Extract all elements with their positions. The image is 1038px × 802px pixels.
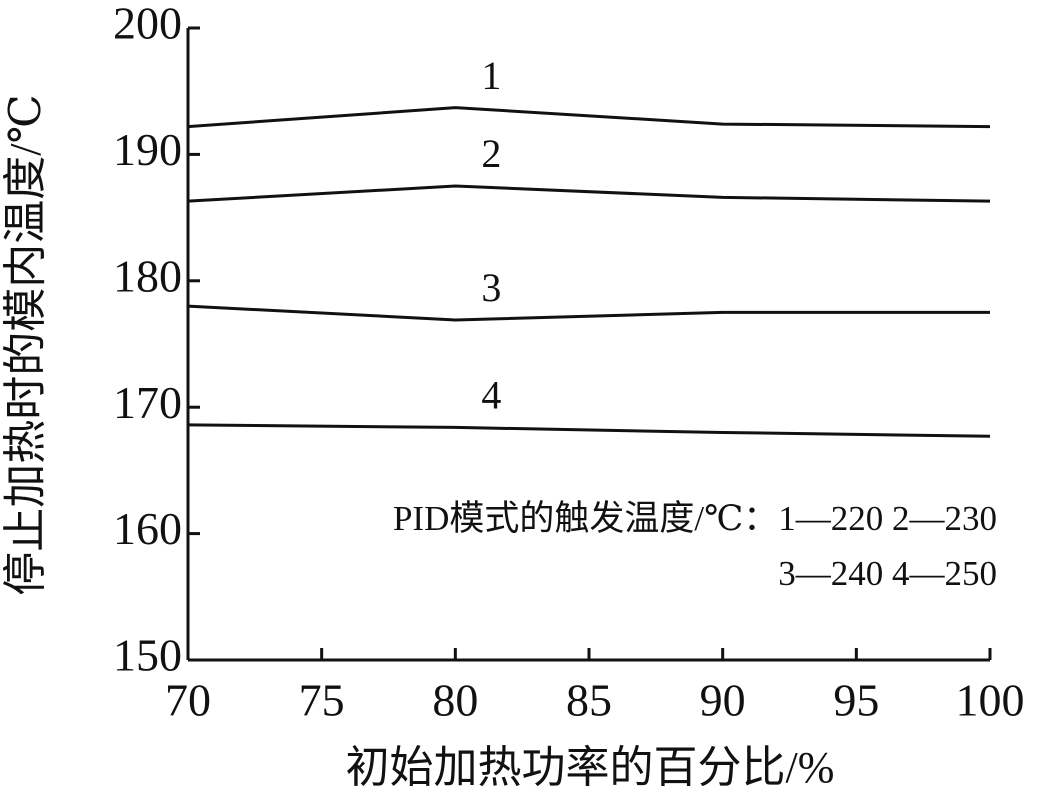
y-tick-label: 160 xyxy=(113,503,182,554)
series-line xyxy=(187,184,991,203)
y-tick-label: 190 xyxy=(113,124,182,175)
x-tick-label: 75 xyxy=(299,675,345,726)
series-line xyxy=(187,106,991,129)
legend-text: PID模式的触发温度/℃：1—220 2—230 xyxy=(393,499,997,538)
x-tick-label: 100 xyxy=(956,675,1025,726)
y-axis-label: 停止加热时的模内温度/℃ xyxy=(1,94,50,595)
y-tick-label: 150 xyxy=(113,630,182,681)
x-tick-label: 70 xyxy=(165,675,211,726)
x-axis-label: 初始加热功率的百分比/% xyxy=(346,743,835,792)
series-label: 4 xyxy=(481,373,501,418)
series-label: 1 xyxy=(481,53,501,98)
y-tick-label: 180 xyxy=(113,250,182,301)
x-tick-label: 85 xyxy=(566,675,612,726)
x-tick-label: 95 xyxy=(833,675,879,726)
series-label: 2 xyxy=(481,131,501,176)
series-line xyxy=(187,304,990,322)
y-tick-label: 200 xyxy=(113,0,182,49)
x-tick-label: 90 xyxy=(700,675,746,726)
x-tick-label: 80 xyxy=(432,675,478,726)
y-tick-label: 170 xyxy=(113,377,182,428)
series-line xyxy=(187,423,991,438)
series-label: 3 xyxy=(481,265,501,310)
legend-text: 3—240 4—250 xyxy=(778,554,997,593)
